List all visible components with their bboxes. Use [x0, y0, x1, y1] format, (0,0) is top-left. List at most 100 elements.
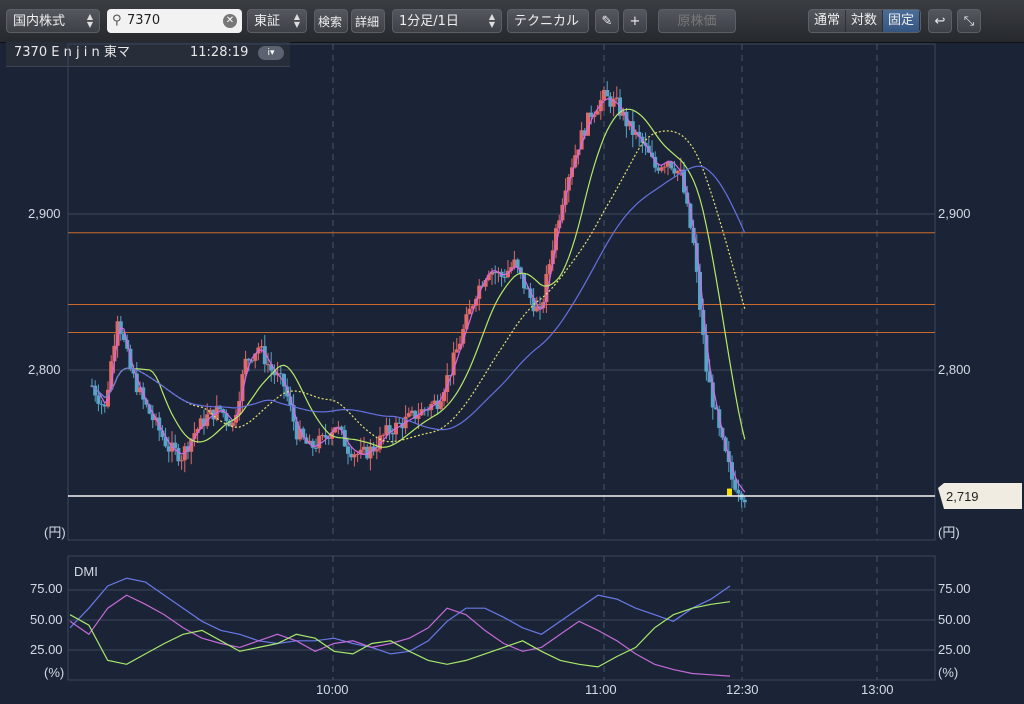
candle-body: [534, 306, 539, 312]
candle-body: [288, 396, 293, 406]
candle-body: [448, 375, 453, 377]
plus-icon[interactable]: +: [623, 9, 647, 33]
candle-body: [349, 453, 354, 458]
candle-body: [301, 428, 306, 438]
ma-dotted-line: [91, 130, 746, 443]
candle-body: [406, 413, 411, 417]
info-icon[interactable]: i▾: [258, 46, 284, 60]
candles: [90, 81, 747, 508]
clear-icon[interactable]: ✕: [223, 14, 237, 28]
candle-body: [134, 373, 139, 393]
candle-body: [243, 358, 248, 375]
interval-select[interactable]: 1分足/1日 ▲ ▼: [392, 9, 502, 33]
updown-arrows-icon: ▲ ▼: [488, 12, 495, 29]
ma-mid-line: [91, 108, 746, 448]
scale-normal-button[interactable]: 通常: [809, 10, 847, 32]
candle-body: [323, 435, 328, 438]
technical-button[interactable]: テクニカル: [507, 9, 589, 33]
minus-di-line: [69, 601, 731, 668]
exchange-select[interactable]: 東証 ▲ ▼: [247, 9, 307, 33]
candle-body: [192, 433, 197, 440]
adjusted-price-button[interactable]: 原株価: [658, 9, 736, 33]
candle-body: [150, 413, 155, 421]
dmi-tick-right-75: 75.00: [938, 581, 971, 596]
candle-body: [541, 302, 546, 309]
candle-body: [704, 334, 709, 372]
candle-body: [438, 401, 443, 409]
x-tick-1230: 12:30: [726, 682, 759, 697]
candle-body: [272, 370, 277, 376]
candle-body: [701, 309, 706, 335]
price-panel-frame: [67, 43, 936, 541]
candle-body: [365, 446, 370, 459]
candle-body: [218, 405, 222, 410]
dmi-tick-left-50: 50.00: [30, 612, 63, 627]
candle-body: [131, 369, 136, 374]
candle-body: [128, 348, 133, 370]
candle-body: [458, 343, 462, 350]
candle-body: [195, 428, 200, 434]
dmi-lines: [69, 577, 731, 677]
candle-body: [522, 273, 526, 289]
candle-body: [589, 112, 594, 117]
collapse-icon[interactable]: ⤡: [957, 9, 981, 33]
candle-body: [672, 168, 677, 174]
candle-body: [525, 288, 530, 290]
candle-body: [554, 228, 558, 251]
candle-body: [669, 161, 674, 169]
scale-fixed-button[interactable]: 固定: [883, 10, 921, 32]
symbol-info: 7370 E n j i n 東マ: [14, 42, 130, 64]
candle-body: [358, 449, 363, 454]
detail-button[interactable]: 詳細: [351, 9, 385, 33]
candle-body: [259, 346, 264, 348]
candle-body: [202, 418, 206, 427]
symbol-name: E n j i n: [51, 45, 100, 60]
pencil-icon[interactable]: ✎: [595, 9, 619, 33]
candle-body: [605, 89, 610, 97]
scale-log-button[interactable]: 対数: [846, 10, 884, 32]
symbol-time: 11:28:19: [190, 45, 249, 60]
candle-body: [662, 166, 667, 168]
candle-body: [493, 271, 498, 274]
market-select[interactable]: 国内株式 ▲ ▼: [6, 9, 100, 33]
candle-body: [93, 385, 98, 396]
candle-body: [550, 250, 555, 265]
candle-body: [602, 89, 606, 100]
candle-body: [538, 306, 542, 309]
dmi-title: DMI: [74, 564, 98, 579]
candle-body: [659, 167, 664, 171]
moving-averages: [91, 98, 746, 493]
ma-short-line: [91, 98, 746, 493]
candle-body: [336, 426, 341, 428]
candle-body: [426, 409, 430, 411]
search-button[interactable]: 検索: [314, 9, 348, 33]
candle-body: [294, 421, 299, 440]
candle-body: [269, 364, 274, 371]
candle-body: [579, 130, 584, 150]
candle-body: [608, 96, 613, 107]
candle-body: [189, 439, 194, 452]
candle-body: [688, 203, 693, 228]
candle-body: [99, 403, 104, 405]
dmi-tick-right-25: 25.00: [938, 642, 971, 657]
candle-body: [614, 97, 619, 99]
candle-body: [144, 399, 149, 405]
candle-body: [355, 453, 360, 455]
exchange-label: 東証: [254, 14, 281, 29]
candle-body: [374, 449, 379, 452]
candle-body: [246, 358, 251, 361]
y-tick-right-2800: 2,800: [938, 362, 971, 377]
candle-body: [531, 297, 536, 312]
interval-label: 1分足/1日: [399, 14, 459, 29]
return-icon[interactable]: ↩: [928, 9, 952, 33]
candle-body: [691, 227, 696, 244]
dmi-unit-left: (%): [44, 665, 64, 680]
candle-body: [634, 131, 638, 135]
candle-body: [250, 360, 254, 362]
updown-arrows-icon: ▲ ▼: [86, 12, 93, 29]
candle-body: [224, 413, 229, 422]
search-input[interactable]: ⚲ 7370 ✕: [107, 9, 242, 33]
candle-body: [384, 425, 389, 435]
ma-long-line: [91, 165, 746, 431]
last-candle-marker: [727, 488, 732, 496]
